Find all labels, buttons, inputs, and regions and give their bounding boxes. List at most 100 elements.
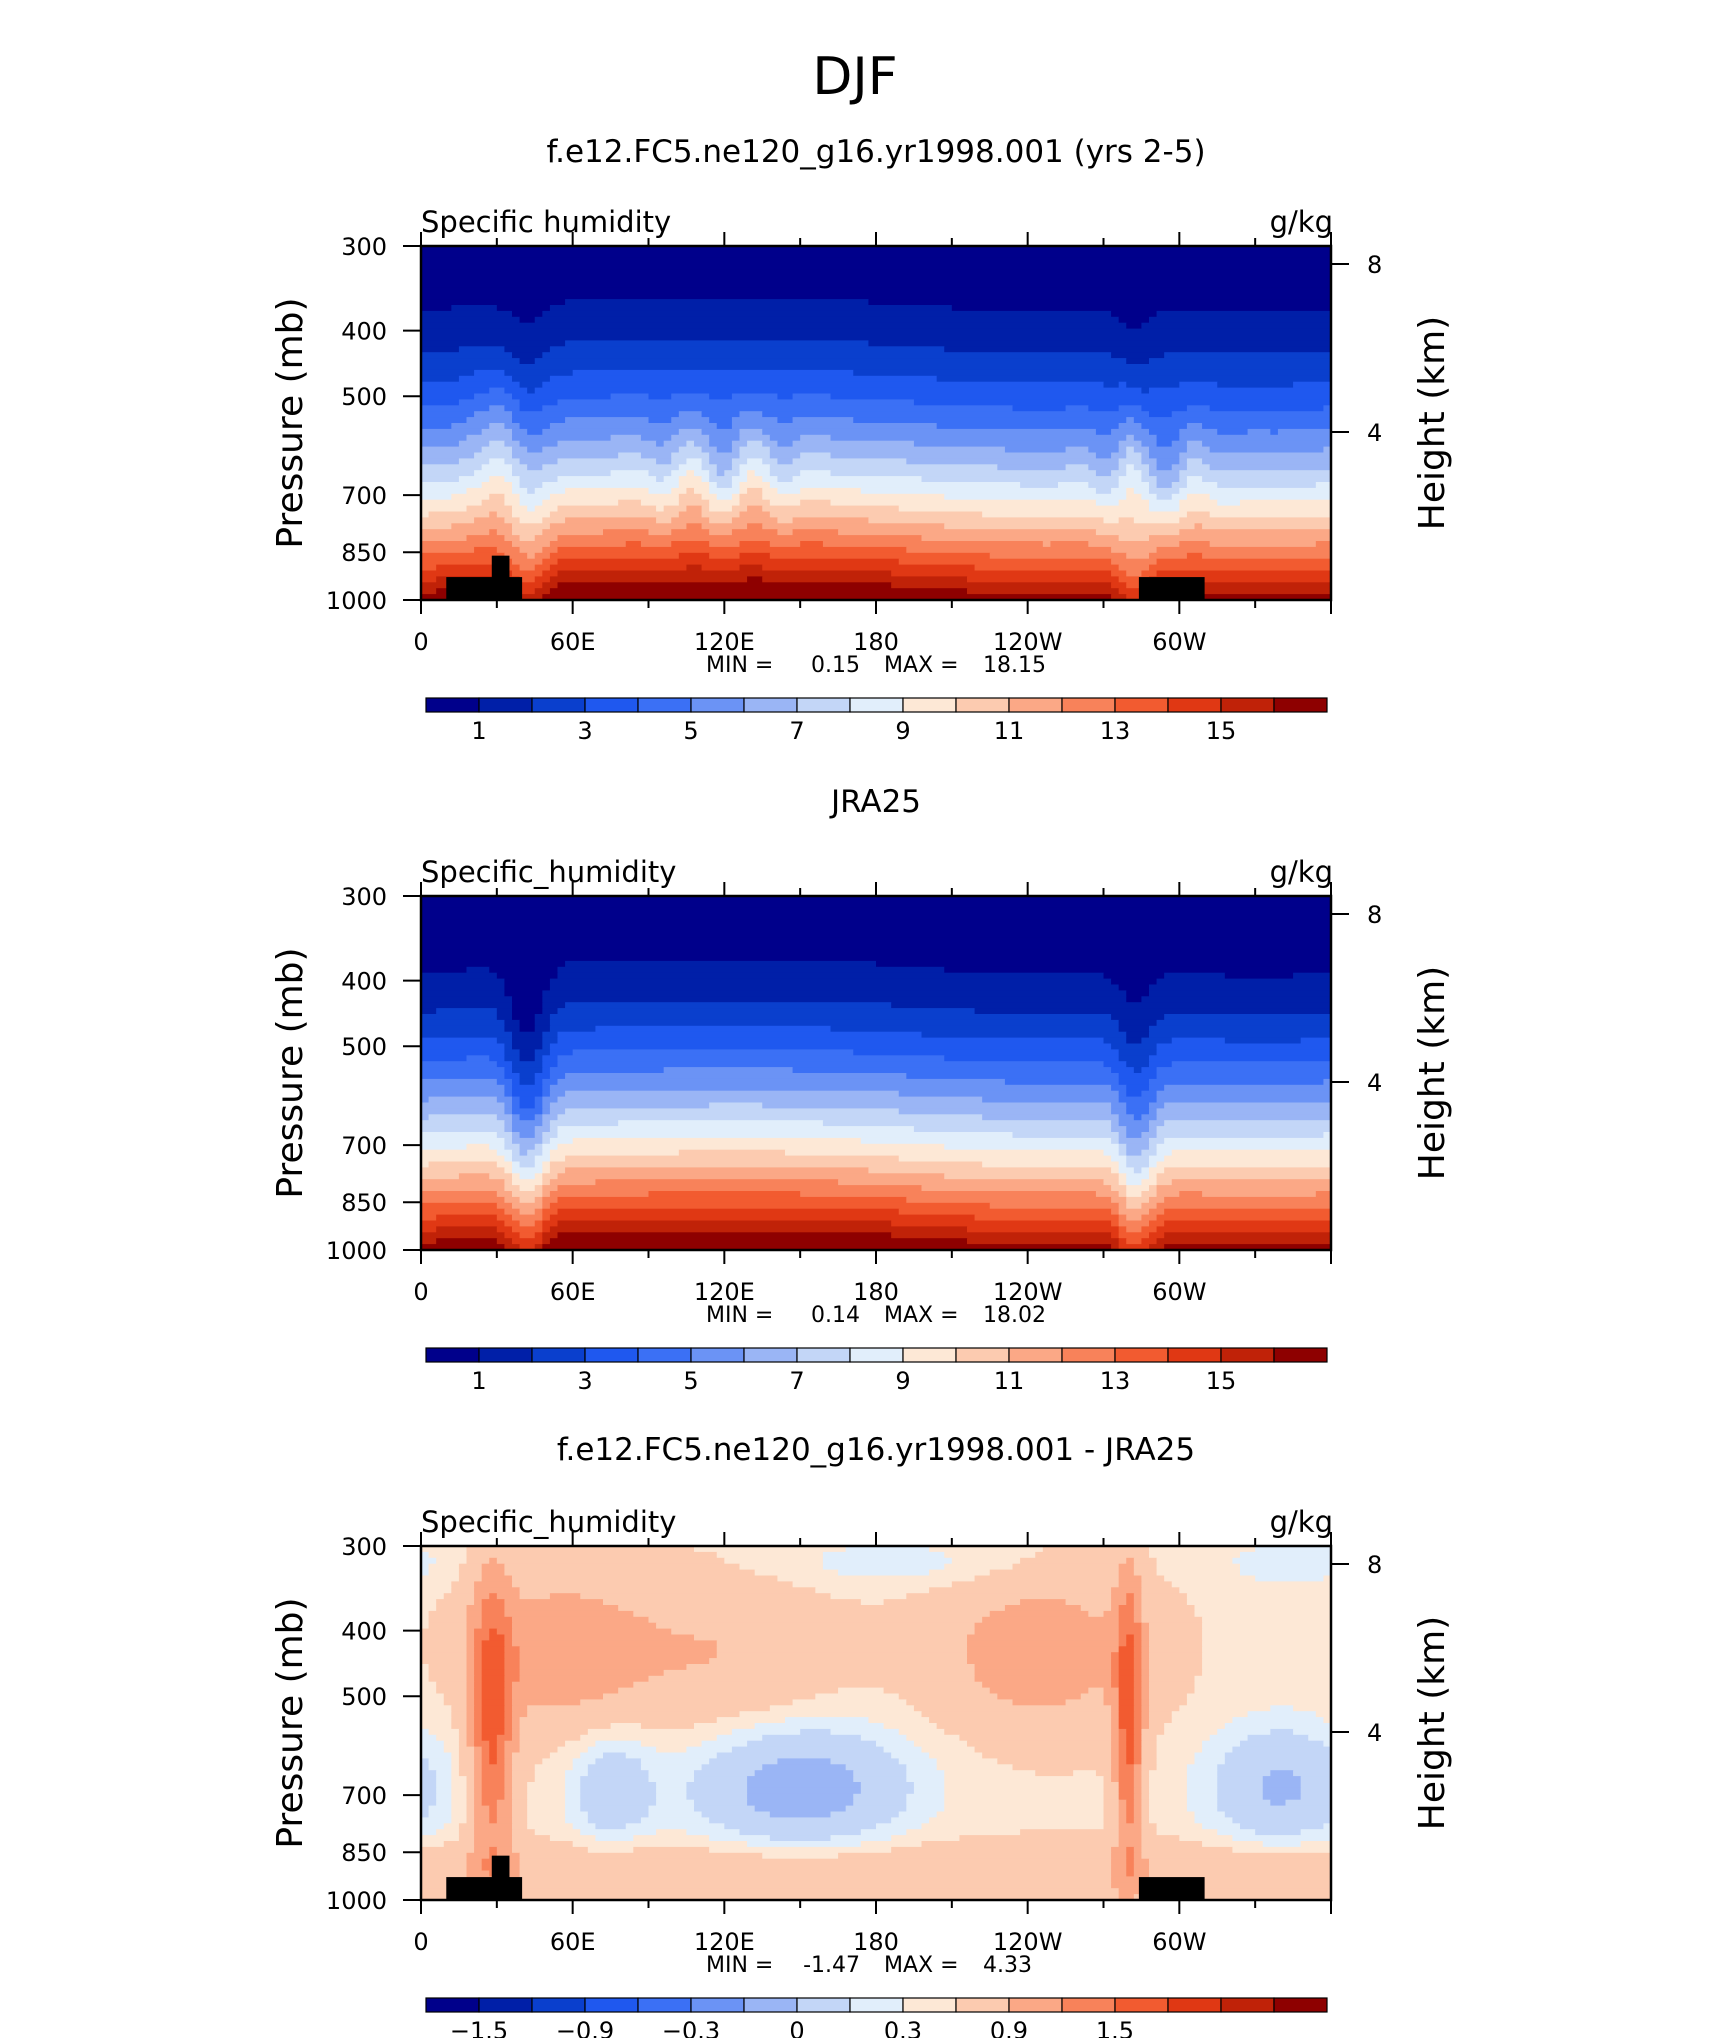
heatmap-cell <box>1133 1817 1143 1824</box>
heatmap-cell <box>731 1728 801 1736</box>
colorbar-swatch <box>690 1997 745 2013</box>
colorbar-swatch <box>478 1347 533 1363</box>
heatmap-cell <box>474 1829 513 1836</box>
heatmap-cell <box>1156 1108 1332 1115</box>
heatmap-cell <box>474 1770 483 1777</box>
heatmap-cell <box>1133 434 1158 442</box>
heatmap-cell <box>466 1652 475 1659</box>
heatmap-cell <box>1111 1102 1127 1109</box>
heatmap-cell <box>1149 1811 1196 1818</box>
heatmap-cell <box>421 293 1332 300</box>
heatmap-cell <box>1141 1687 1150 1695</box>
colorbar-label: 9 <box>895 717 910 745</box>
heatmap-cell <box>474 1723 483 1730</box>
y-tick-label: 1000 <box>326 1237 387 1265</box>
heatmap-cell <box>1133 1711 1143 1718</box>
heatmap-cell <box>1133 1658 1143 1665</box>
heatmap-cell <box>458 458 490 465</box>
heatmap-cell <box>458 1569 483 1577</box>
heatmap-cell <box>474 1646 483 1653</box>
heatmap-cell <box>557 972 1105 980</box>
y-tick-label: 400 <box>341 318 387 346</box>
heatmap-cell <box>549 1019 1120 1027</box>
x-tick-label: 180 <box>853 1278 899 1306</box>
heatmap-cell <box>1224 1752 1332 1759</box>
heatmap-cell <box>549 1835 597 1842</box>
heatmap-cell <box>762 428 1097 436</box>
heatmap-cell <box>830 499 1097 507</box>
heatmap-cell <box>519 1102 536 1109</box>
heatmap-cell <box>1149 984 1332 991</box>
heatmap-cell <box>967 1226 1120 1233</box>
heatmap-cell <box>1111 452 1127 459</box>
heatmap-cell <box>421 1634 468 1641</box>
heatmap-cell <box>1186 440 1203 448</box>
heatmap-cell <box>1133 1846 1143 1854</box>
heatmap-cell <box>1156 1734 1211 1742</box>
colorbar-swatch <box>1167 1997 1222 2013</box>
heatmap-cell <box>428 1764 452 1771</box>
heatmap-cell <box>421 1155 506 1163</box>
heatmap-cell <box>1149 1640 1203 1647</box>
heatmap-cell <box>421 1073 506 1080</box>
heatmap-cell <box>1149 1664 1203 1671</box>
heatmap-cell <box>648 470 672 477</box>
heatmap-cell <box>504 1155 513 1163</box>
heatmap-cell <box>792 476 923 483</box>
heatmap-cell <box>512 1132 521 1139</box>
heatmap-cell <box>1300 1841 1332 1848</box>
heatmap-cell <box>929 1752 983 1759</box>
heatmap-cell <box>474 369 506 377</box>
heatmap-cell <box>534 505 559 513</box>
heatmap-cell <box>421 546 475 554</box>
heatmap-cell <box>557 570 892 577</box>
heatmap-cell <box>1171 411 1332 418</box>
heatmap-cell <box>519 1864 1112 1872</box>
heatmap-cell <box>519 1073 536 1080</box>
heatmap-cell <box>421 358 521 365</box>
heatmap-cell <box>762 576 968 583</box>
heatmap-cell <box>1035 1551 1150 1559</box>
colorbar-swatch <box>1061 697 1116 713</box>
heatmap-cell <box>603 1752 627 1759</box>
heatmap-cell <box>519 1232 536 1239</box>
heatmap-cell <box>731 464 741 471</box>
heatmap-cell <box>1111 1746 1120 1754</box>
heatmap-cell <box>557 458 657 465</box>
heatmap-cell <box>421 517 475 524</box>
heatmap-cell <box>512 1043 543 1050</box>
heatmap-cell <box>421 364 1332 371</box>
heatmap-cell <box>1126 1161 1150 1168</box>
heatmap-cell <box>1323 1717 1332 1724</box>
colorbar-label: 13 <box>1100 1367 1131 1395</box>
heatmap-cell <box>1179 434 1332 442</box>
max-label: MAX = <box>884 1953 959 1978</box>
heatmap-cell <box>534 1770 566 1777</box>
heatmap-cell <box>451 1805 468 1813</box>
heatmap-cell <box>466 1793 475 1801</box>
heatmap-cell <box>512 1628 672 1636</box>
heatmap-cell <box>512 1770 536 1777</box>
heatmap-cell <box>421 1640 468 1647</box>
heatmap-cell <box>686 1787 748 1795</box>
heatmap-cell <box>557 1232 892 1239</box>
heatmap-cell <box>519 1740 566 1748</box>
heatmap-cell <box>1111 1705 1120 1712</box>
heatmap-cell <box>853 369 1332 377</box>
heatmap-cell <box>1156 978 1332 986</box>
min-label: MIN = <box>706 1303 773 1328</box>
heatmap-cell <box>701 428 741 436</box>
heatmap-cell <box>481 1563 506 1571</box>
heatmap-cell <box>1103 972 1165 980</box>
heatmap-cell <box>512 464 528 471</box>
heatmap-cell <box>595 1823 627 1830</box>
heatmap-cell <box>716 446 733 454</box>
heatmap-cell <box>1118 1776 1135 1783</box>
heatmap-cell <box>1149 1126 1158 1133</box>
heatmap-cell <box>512 1214 543 1222</box>
heatmap-cell <box>1133 1734 1143 1742</box>
panel-title: f.e12.FC5.ne120_g16.yr1998.001 (yrs 2-5) <box>546 134 1205 170</box>
heatmap-cell <box>1247 1711 1317 1718</box>
heatmap-cell <box>1217 428 1249 436</box>
heatmap-cell <box>534 1049 551 1056</box>
